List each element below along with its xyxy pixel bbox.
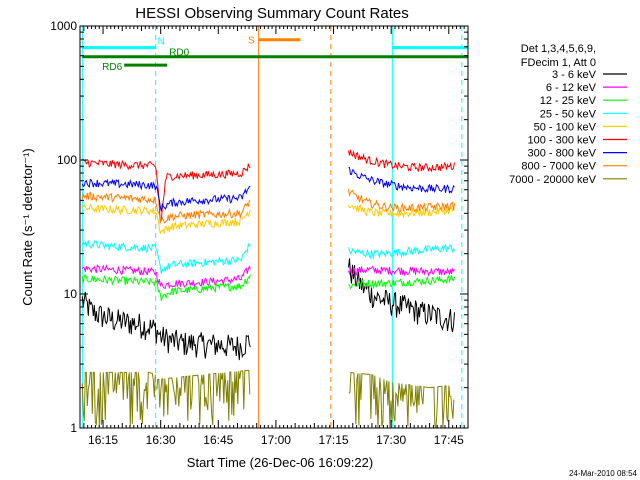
footer-timestamp: 24-Mar-2010 08:54: [569, 469, 638, 478]
y-tick-label-1: 1: [70, 421, 77, 435]
x-tick-label-17-45: 17:45: [434, 433, 464, 447]
legend-label-25-50-kev: 25 - 50 keV: [540, 108, 597, 120]
x-tick-label-16-45: 16:45: [203, 433, 233, 447]
flag-label-n: N: [158, 37, 165, 48]
series-trace-300-800-kev-0: [81, 178, 251, 212]
y-axis-label: Count Rate (s⁻¹ detector⁻¹): [20, 148, 35, 306]
series-50-100-kev: [81, 202, 455, 235]
series-trace-100-300-kev-1: [348, 149, 455, 173]
legend: Det 1,3,4,5,6,9, FDecim 1, Att 03 - 6 keV…: [509, 43, 627, 186]
series-trace-50-100-kev-0: [81, 202, 251, 235]
legend-label-50-100-kev: 50 - 100 keV: [534, 121, 597, 133]
legend-label-300-800-kev: 300 - 800 keV: [528, 148, 597, 160]
series-trace-25-50-kev-0: [81, 239, 251, 274]
legend-label-12-25-kev: 12 - 25 keV: [540, 95, 597, 107]
legend-label-7000-20000-kev: 7000 - 20000 keV: [509, 174, 597, 186]
plot-border: [79, 25, 469, 429]
flag-label-rd6: RD6: [102, 62, 122, 73]
legend-header-line-1: FDecim 1, Att 0: [521, 57, 596, 69]
series-800-7000-kev: [81, 188, 455, 225]
y-tick-label-10: 10: [64, 287, 78, 301]
legend-header-line-0: Det 1,3,4,5,6,9,: [521, 43, 596, 55]
series-trace-6-12-kev-0: [81, 263, 251, 289]
flag-label-rd0: RD0: [169, 48, 189, 59]
legend-label-6-12-kev: 6 - 12 keV: [546, 82, 597, 94]
x-tick-label-16-30: 16:30: [146, 433, 176, 447]
series-trace-3-6-kev-0: [81, 291, 251, 361]
series-trace-25-50-kev-1: [348, 243, 455, 260]
plot-frame: [79, 25, 469, 429]
series-trace-300-800-kev-1: [348, 166, 455, 194]
series-3-6-kev: [81, 258, 455, 361]
series-trace-12-25-kev-1: [348, 274, 455, 290]
series-100-300-kev: [82, 149, 455, 224]
plot-area: N RD0 RD6 S: [81, 26, 468, 429]
series-trace-800-7000-kev-1: [348, 188, 455, 213]
series-300-800-kev: [81, 166, 455, 212]
chart-title: HESSI Observing Summary Count Rates: [135, 5, 408, 22]
series-trace-6-12-kev-1: [348, 265, 455, 277]
series-trace-800-7000-kev-0: [81, 191, 251, 225]
x-tick-label-17-00: 17:00: [261, 433, 291, 447]
series-12-25-kev: [81, 274, 455, 303]
series-trace-7000-20000-kev-1: [156, 369, 251, 425]
series-trace-50-100-kev-1: [348, 204, 455, 219]
y-tick-label-1000: 1000: [50, 19, 77, 33]
x-tick-label-17-30: 17:30: [376, 433, 406, 447]
legend-label-3-6-kev: 3 - 6 keV: [552, 69, 597, 81]
x-axis-label: Start Time (26-Dec-06 16:09:22): [187, 455, 373, 470]
x-axis-ticks: 16:15 16:30 16:45 17:00 17:15 17:30 17:45: [83, 26, 465, 447]
legend-label-800-7000-kev: 800 - 7000 keV: [521, 161, 596, 173]
series-trace-12-25-kev-0: [81, 274, 251, 303]
series-trace-3-6-kev-1: [348, 258, 455, 333]
series-25-50-kev: [81, 239, 455, 274]
legend-label-100-300-kev: 100 - 300 keV: [528, 135, 597, 147]
series-6-12-kev: [81, 263, 455, 289]
series-7000-20000-kev: [81, 369, 455, 429]
x-tick-label-17-15: 17:15: [319, 433, 349, 447]
flag-label-s: S: [248, 36, 255, 47]
y-axis-ticks: 1 10 100 1000: [50, 19, 468, 435]
x-tick-label-16-15: 16:15: [88, 433, 118, 447]
series-trace-100-300-kev-0: [82, 158, 251, 224]
series-trace-7000-20000-kev-0: [81, 371, 156, 427]
y-tick-label-100: 100: [57, 153, 77, 167]
series-trace-7000-20000-kev-2: [348, 372, 455, 429]
